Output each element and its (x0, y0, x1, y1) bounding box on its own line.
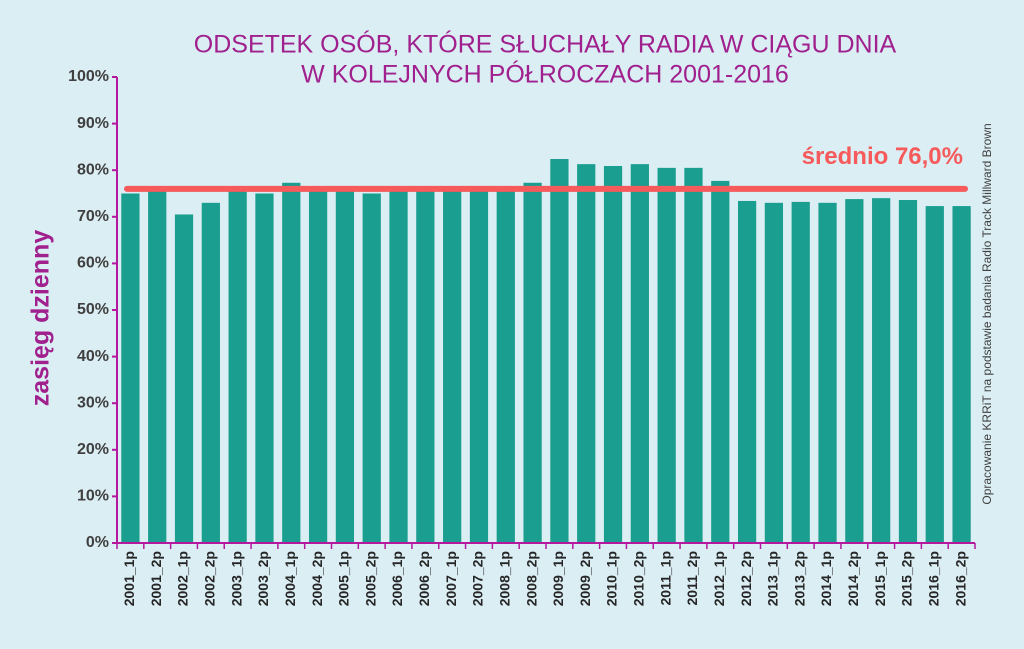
bar (711, 180, 730, 543)
x-tick-label: 2004_1p (282, 551, 298, 606)
x-tick-label: 2008_1p (496, 551, 512, 606)
bar (308, 188, 328, 543)
x-tick-label: 2010_1p (604, 551, 620, 606)
y-axis-label: zasięg dzienny (27, 230, 55, 407)
x-tick-label: 2003_1p (228, 551, 244, 606)
bar (603, 166, 623, 544)
y-tick-label: 20% (77, 441, 109, 458)
bar (577, 164, 596, 543)
chart-title: ODSETEK OSÓB, KTÓRE SŁUCHAŁY RADIA W CIĄ… (194, 30, 897, 59)
y-tick-label: 30% (77, 394, 109, 411)
x-tick-label: 2006_1p (389, 551, 405, 606)
bar (335, 188, 355, 543)
bar (228, 188, 247, 543)
x-tick-label: 2014_2p (845, 551, 861, 606)
bar (416, 188, 435, 543)
bar (201, 202, 220, 543)
y-tick-label: 70% (77, 208, 109, 225)
x-tick-label: 2016_1p (925, 551, 941, 606)
y-tick-label: 40% (77, 348, 109, 365)
y-tick-label: 10% (77, 488, 109, 505)
bar (684, 167, 703, 543)
bar (764, 202, 784, 543)
x-tick-label: 2013_2p (791, 551, 807, 606)
x-tick-label: 2001_1p (121, 551, 137, 606)
x-tick-label: 2009_1p (550, 551, 566, 606)
bar (469, 188, 489, 543)
y-tick-label: 50% (77, 301, 109, 318)
x-tick-label: 2009_2p (577, 551, 593, 606)
x-tick-label: 2005_1p (336, 551, 352, 606)
bar (872, 198, 891, 543)
bar (898, 200, 918, 544)
x-tick-label: 2004_2p (309, 551, 325, 606)
x-tick-label: 2015_2p (899, 551, 915, 606)
bar (630, 164, 649, 543)
bar (121, 193, 140, 543)
x-tick-label: 2007_2p (470, 551, 486, 606)
bar (952, 206, 971, 543)
y-tick-label: 80% (77, 161, 109, 178)
bar (737, 200, 757, 543)
bar (443, 188, 462, 543)
x-tick-label: 2012_2p (738, 551, 754, 606)
y-tick-label: 60% (77, 255, 109, 272)
x-tick-label: 2002_1p (175, 551, 191, 606)
y-tick-label: 0% (86, 534, 109, 551)
bar (818, 202, 837, 543)
x-tick-label: 2003_2p (255, 551, 271, 606)
x-tick-label: 2006_2p (416, 551, 432, 606)
x-tick-label: 2013_1p (765, 551, 781, 606)
x-tick-label: 2008_2p (523, 551, 539, 606)
x-tick-label: 2001_2p (148, 551, 164, 606)
x-tick-label: 2014_1p (818, 551, 834, 606)
x-tick-label: 2011_1p (657, 551, 673, 606)
chart-title: W KOLEJNYCH PÓŁROCZACH 2001-2016 (301, 60, 789, 89)
bar (362, 193, 381, 543)
x-tick-label: 2002_2p (202, 551, 218, 606)
y-tick-label: 100% (68, 68, 109, 85)
bar (282, 182, 301, 544)
bar (791, 201, 810, 543)
bar (174, 214, 194, 543)
x-tick-label: 2010_2p (631, 551, 647, 606)
bar (255, 193, 274, 543)
x-tick-label: 2016_2p (952, 551, 968, 606)
bar (496, 188, 515, 543)
bar (657, 167, 676, 543)
x-tick-label: 2012_1p (711, 551, 727, 606)
average-label: średnio 76,0% (802, 143, 963, 170)
x-tick-label: 2011_2p (684, 551, 700, 606)
bar (550, 159, 569, 544)
bar (148, 188, 167, 543)
bar (523, 182, 542, 544)
x-tick-label: 2005_2p (362, 551, 378, 606)
bar (389, 188, 408, 543)
y-tick-label: 90% (77, 115, 109, 132)
source-note: Opracowanie KRRiT na podstawie badania R… (980, 123, 994, 504)
x-tick-label: 2007_1p (443, 551, 459, 606)
bar (845, 199, 864, 544)
bar (925, 206, 944, 543)
x-tick-label: 2015_1p (872, 551, 888, 606)
